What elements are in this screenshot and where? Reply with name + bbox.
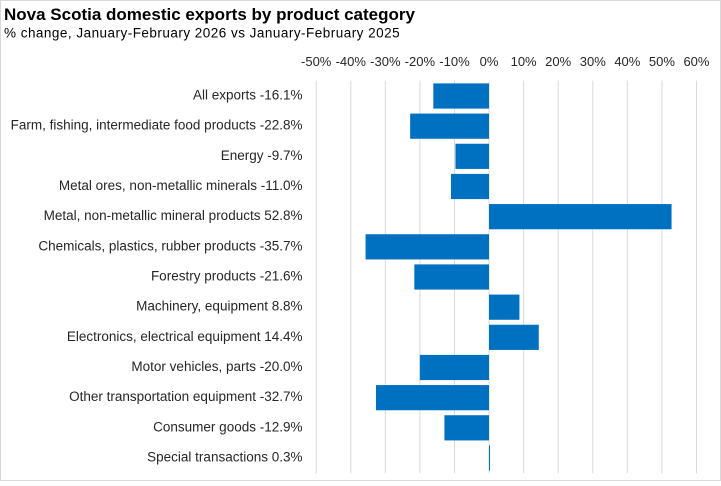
svg-text:Motor vehicles, parts -20.0%: Motor vehicles, parts -20.0% — [131, 359, 302, 374]
svg-text:Special transactions 0.3%: Special transactions 0.3% — [147, 450, 302, 465]
svg-text:0%: 0% — [480, 54, 499, 69]
svg-text:-50%: -50% — [301, 54, 332, 69]
svg-text:Nova Scotia domestic exports b: Nova Scotia domestic exports by product … — [4, 5, 415, 24]
svg-text:-30%: -30% — [370, 54, 401, 69]
svg-text:All exports -16.1%: All exports -16.1% — [193, 88, 303, 103]
svg-text:40%: 40% — [614, 54, 640, 69]
svg-text:Farm, fishing, intermediate fo: Farm, fishing, intermediate food product… — [11, 118, 303, 133]
svg-text:Metal, non-metallic mineral pr: Metal, non-metallic mineral products 52.… — [44, 208, 303, 223]
svg-text:Forestry products -21.6%: Forestry products -21.6% — [151, 269, 303, 284]
svg-text:50%: 50% — [649, 54, 675, 69]
svg-text:10%: 10% — [511, 54, 537, 69]
svg-text:Metal ores, non-metallic miner: Metal ores, non-metallic minerals -11.0% — [59, 178, 303, 193]
svg-text:Consumer goods -12.9%: Consumer goods -12.9% — [153, 419, 302, 434]
svg-text:Electronics, electrical equipm: Electronics, electrical equipment 14.4% — [67, 329, 303, 344]
svg-text:60%: 60% — [683, 54, 709, 69]
svg-text:-40%: -40% — [336, 54, 367, 69]
svg-text:20%: 20% — [545, 54, 571, 69]
svg-text:30%: 30% — [580, 54, 606, 69]
svg-text:Machinery, equipment 8.8%: Machinery, equipment 8.8% — [136, 299, 302, 314]
svg-text:Energy -9.7%: Energy -9.7% — [221, 148, 303, 163]
svg-text:% change, January-February 202: % change, January-February 2026 vs Janua… — [4, 25, 400, 40]
svg-text:-20%: -20% — [405, 54, 436, 69]
svg-text:-10%: -10% — [439, 54, 470, 69]
svg-text:Other transportation equipment: Other transportation equipment -32.7% — [69, 389, 302, 404]
svg-text:Chemicals, plastics, rubber pr: Chemicals, plastics, rubber products -35… — [38, 238, 302, 253]
